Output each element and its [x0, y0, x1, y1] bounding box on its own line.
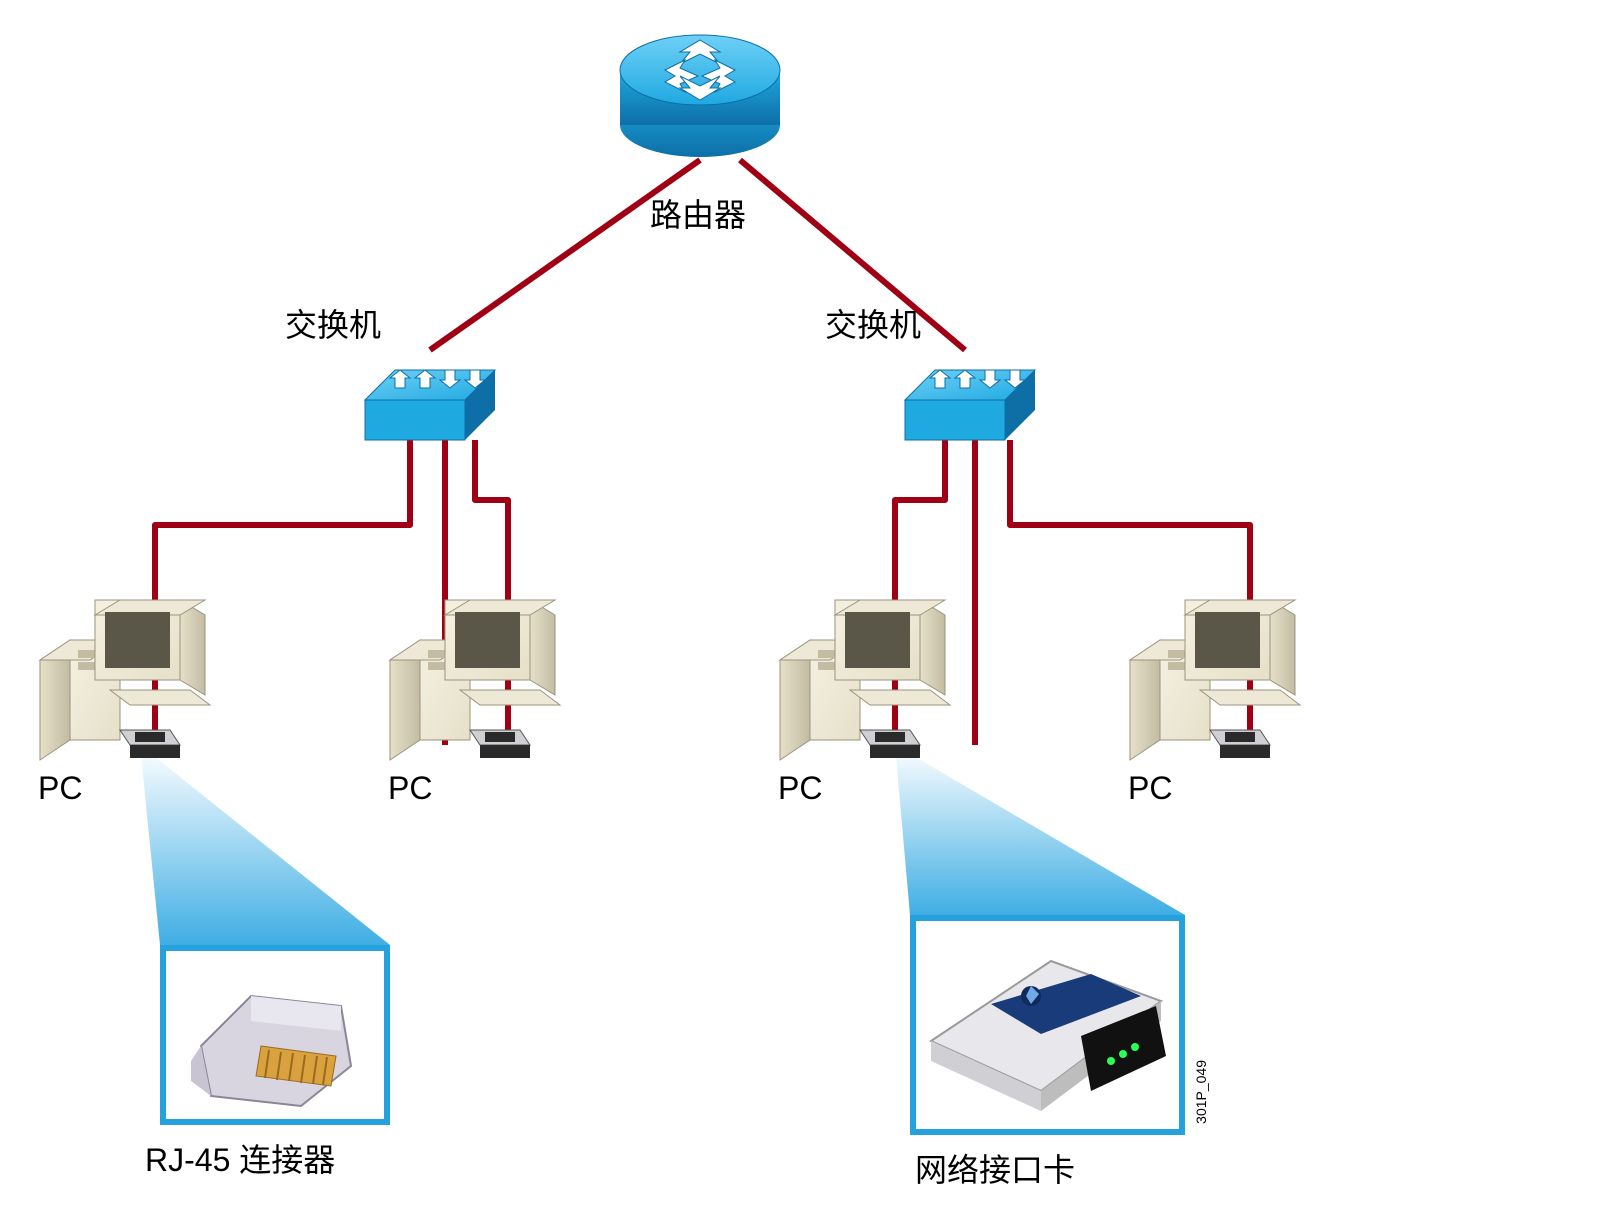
rj45-callout-box [160, 945, 390, 1125]
pc1-label: PC [38, 770, 82, 807]
nic-label: 网络接口卡 [915, 1145, 1075, 1191]
router-label: 路由器 [650, 190, 746, 236]
rj45-callout-fan [140, 745, 390, 945]
nic-card-icon [916, 921, 1179, 1129]
figure-id-label: 301P_049 [1193, 1060, 1209, 1124]
pc2-label: PC [388, 770, 432, 807]
rj45-connector-icon [166, 951, 384, 1119]
pc4-label: PC [1128, 770, 1172, 807]
cable-layer [155, 160, 1250, 745]
pc1-icon [40, 600, 210, 760]
switch-right-label: 交换机 [825, 300, 921, 346]
pc3-label: PC [778, 770, 822, 807]
rj45-label: RJ-45 连接器 [145, 1135, 335, 1181]
switch-right-icon [905, 370, 1035, 440]
pc4-icon [1130, 600, 1300, 760]
pc2-icon [390, 600, 560, 760]
switch-left-icon [365, 370, 495, 440]
nic-callout-box [910, 915, 1185, 1135]
pc3-icon [780, 600, 950, 760]
router-icon [620, 35, 780, 157]
switch-left-label: 交换机 [285, 300, 381, 346]
